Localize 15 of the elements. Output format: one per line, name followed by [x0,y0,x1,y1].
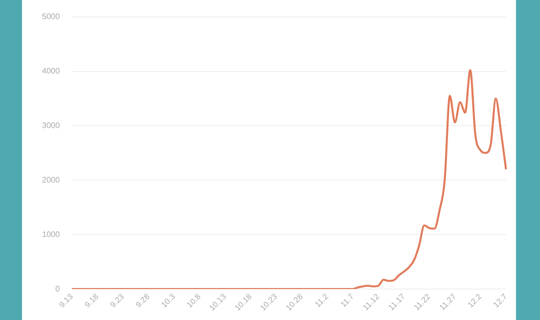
x-tick-label: 9.23 [108,292,126,310]
x-tick-label: 11.2 [313,292,331,310]
x-tick-label: 9.28 [134,292,152,310]
y-tick-label: 4000 [42,66,60,76]
y-tick-label: 2000 [42,175,60,184]
x-tick-label: 10.3 [160,292,178,310]
x-tick-label: 9.18 [82,292,101,310]
x-tick-label: 10.8 [185,292,203,310]
y-tick-label: 5000 [42,12,60,22]
line-series [70,69,507,290]
y-tick-label: 1000 [42,230,60,239]
x-tick-label: 9.13 [57,292,76,310]
y-tick-label: 0 [55,284,60,294]
x-tick-label: 12.2 [466,292,484,310]
y-tick-label: 3000 [42,120,60,130]
